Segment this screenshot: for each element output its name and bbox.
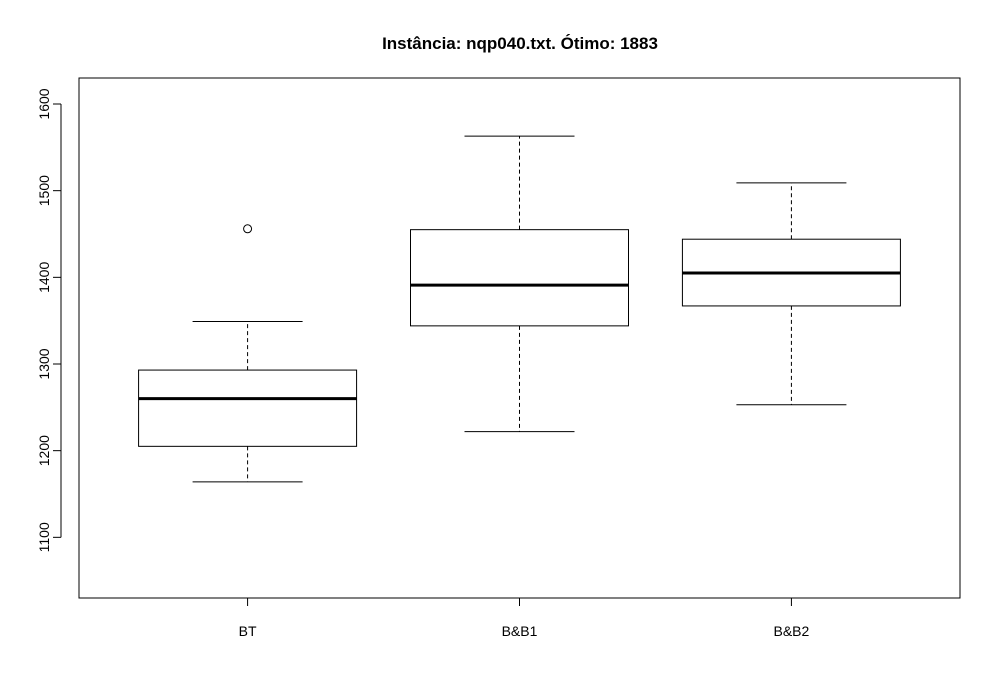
- y-tick-label: 1500: [36, 175, 52, 206]
- x-tick-label: B&B2: [774, 623, 810, 639]
- chart-title: Instância: nqp040.txt. Ótimo: 1883: [382, 34, 658, 53]
- y-tick-label: 1400: [36, 262, 52, 293]
- y-tick-label: 1600: [36, 88, 52, 119]
- x-tick-label: BT: [239, 623, 257, 639]
- y-tick-label: 1100: [36, 522, 52, 552]
- box-iqr: [410, 229, 629, 327]
- x-axis: BT B&B1 B&B2: [239, 597, 810, 639]
- y-axis: 1100 1200 1300 1400 1500 1600: [36, 88, 62, 552]
- x-tick-label: B&B1: [502, 623, 538, 639]
- y-tick-label: 1300: [36, 348, 52, 379]
- box-group: [138, 135, 901, 483]
- outlier-point: [243, 224, 253, 234]
- box-2: [681, 182, 901, 406]
- box-0: [138, 224, 358, 483]
- y-tick-label: 1200: [36, 435, 52, 466]
- box-iqr: [138, 369, 358, 447]
- box-1: [410, 135, 629, 433]
